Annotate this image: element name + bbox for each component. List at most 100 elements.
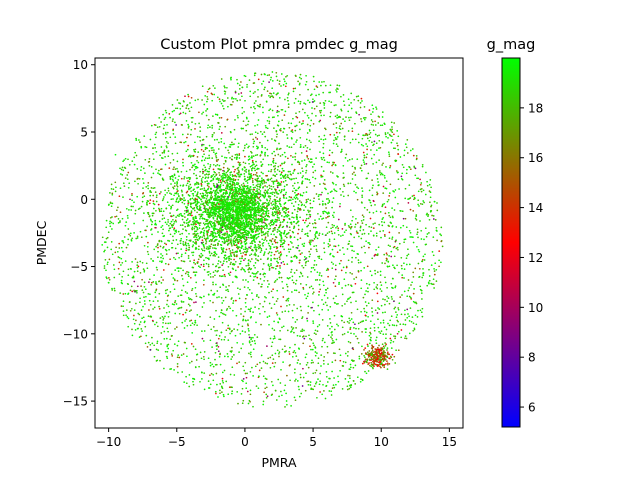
star-point — [405, 337, 408, 340]
star-point — [381, 311, 384, 314]
star-point — [119, 211, 122, 214]
star-point — [160, 253, 162, 255]
star-point — [173, 185, 176, 187]
star-point — [229, 350, 232, 353]
star-point — [267, 201, 270, 204]
star-point — [249, 308, 251, 311]
star-point — [331, 361, 334, 363]
star-point — [188, 188, 190, 191]
star-point — [370, 274, 373, 277]
star-point — [162, 235, 165, 238]
star-point — [386, 286, 388, 289]
star-point — [118, 195, 121, 198]
star-point — [194, 274, 197, 276]
star-point — [225, 286, 227, 288]
star-point — [230, 131, 232, 134]
star-point — [167, 315, 170, 318]
star-point — [165, 145, 168, 147]
star-point — [270, 219, 272, 222]
star-point — [348, 240, 351, 243]
star-point — [249, 165, 252, 168]
star-point — [253, 275, 255, 278]
star-point — [282, 325, 285, 328]
star-point — [322, 142, 325, 145]
star-point — [259, 193, 262, 196]
star-point — [415, 323, 418, 326]
star-point — [400, 175, 403, 178]
star-point — [384, 281, 387, 284]
star-point — [151, 336, 153, 339]
star-point — [295, 255, 298, 258]
star-point — [187, 155, 190, 158]
star-point — [203, 388, 206, 391]
star-point — [166, 201, 169, 204]
star-point — [122, 196, 124, 198]
star-point — [120, 168, 123, 171]
star-point — [282, 287, 284, 289]
star-point — [152, 308, 154, 310]
star-point — [376, 254, 379, 257]
star-point — [323, 247, 325, 250]
star-point — [292, 205, 295, 207]
star-point — [218, 275, 221, 277]
star-point — [181, 201, 184, 204]
star-point — [103, 267, 106, 269]
star-point — [357, 133, 360, 136]
star-point — [194, 165, 197, 168]
star-point — [296, 318, 298, 321]
star-point — [275, 75, 278, 78]
star-point — [286, 74, 289, 77]
star-point — [200, 252, 203, 255]
star-point — [204, 95, 207, 97]
star-point — [308, 179, 311, 181]
star-point — [407, 253, 410, 256]
star-point — [361, 320, 364, 323]
star-point — [347, 283, 350, 286]
star-point — [220, 102, 223, 105]
star-point — [385, 337, 387, 340]
star-point — [117, 206, 119, 209]
star-point — [248, 399, 251, 402]
star-point — [380, 304, 383, 307]
star-point — [396, 246, 399, 249]
star-point — [147, 184, 149, 187]
star-point — [335, 89, 337, 91]
star-point — [247, 324, 249, 327]
star-point — [310, 161, 313, 163]
star-point — [104, 249, 106, 252]
star-point — [385, 166, 387, 168]
star-point — [394, 285, 397, 287]
star-point — [401, 276, 404, 279]
star-point — [292, 221, 295, 223]
star-point — [322, 138, 325, 141]
star-point — [372, 184, 374, 187]
star-point — [335, 122, 338, 124]
star-point — [199, 315, 201, 318]
star-point — [193, 168, 196, 171]
star-point — [146, 346, 149, 348]
star-point — [206, 90, 209, 93]
star-point — [281, 280, 284, 283]
star-point — [108, 277, 110, 279]
star-point — [128, 209, 130, 211]
star-point — [127, 243, 129, 246]
star-point — [412, 300, 415, 303]
star-point — [208, 198, 211, 201]
star-point — [264, 222, 267, 225]
star-point — [329, 322, 332, 324]
star-point — [326, 304, 328, 307]
star-point — [145, 229, 147, 232]
star-point — [259, 251, 262, 254]
star-point — [163, 217, 166, 220]
star-point — [165, 253, 168, 255]
star-point — [328, 240, 331, 242]
star-point — [422, 274, 425, 276]
star-point — [270, 76, 272, 79]
star-point — [154, 323, 156, 326]
star-point — [414, 167, 417, 170]
star-point — [243, 111, 245, 113]
star-point — [305, 335, 307, 338]
star-point — [194, 321, 196, 324]
star-point — [253, 167, 256, 170]
star-point — [350, 245, 352, 247]
